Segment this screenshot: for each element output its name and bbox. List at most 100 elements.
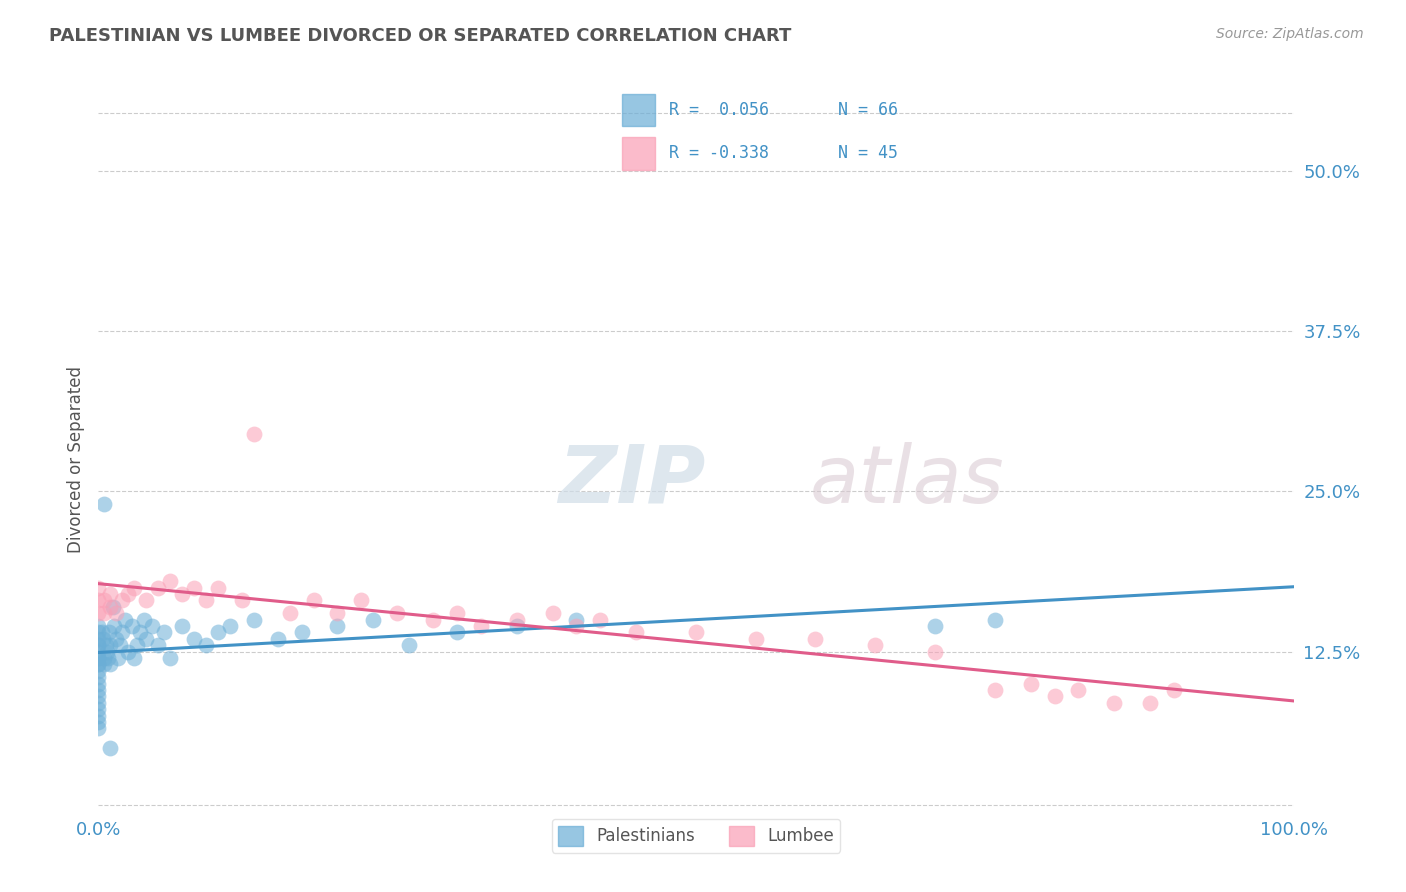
Text: R = -0.338: R = -0.338: [669, 145, 769, 162]
Point: [924, 619, 946, 633]
Point: [87, 690, 110, 704]
Point: [98, 625, 121, 640]
Point: [111, 593, 134, 607]
Point: [87, 625, 110, 640]
Point: [541, 606, 564, 620]
Point: [96, 644, 118, 658]
Point: [565, 619, 588, 633]
Point: [565, 613, 588, 627]
Point: [111, 625, 134, 640]
Text: R =  0.056: R = 0.056: [669, 101, 769, 119]
Point: [93, 657, 115, 672]
Point: [685, 625, 707, 640]
Point: [506, 619, 529, 633]
Point: [132, 613, 155, 627]
Point: [87, 683, 110, 698]
Point: [87, 606, 110, 620]
Point: [626, 625, 648, 640]
Point: [105, 632, 128, 646]
Point: [195, 593, 218, 607]
Point: [804, 632, 827, 646]
Point: [1019, 676, 1042, 690]
Point: [117, 644, 139, 658]
Point: [87, 651, 110, 665]
Point: [291, 625, 314, 640]
Point: [231, 593, 253, 607]
Point: [159, 574, 181, 588]
Point: [446, 606, 468, 620]
Point: [87, 593, 110, 607]
Point: [117, 587, 139, 601]
Point: [385, 606, 409, 620]
Point: [141, 619, 163, 633]
Point: [105, 606, 128, 620]
Point: [107, 651, 129, 665]
Text: PALESTINIAN VS LUMBEE DIVORCED OR SEPARATED CORRELATION CHART: PALESTINIAN VS LUMBEE DIVORCED OR SEPARA…: [49, 27, 792, 45]
Point: [148, 638, 170, 652]
Point: [422, 613, 444, 627]
Point: [87, 638, 110, 652]
Text: N = 66: N = 66: [838, 101, 897, 119]
Point: [87, 696, 110, 710]
Point: [207, 625, 229, 640]
Point: [91, 632, 114, 646]
Y-axis label: Divorced or Separated: Divorced or Separated: [66, 366, 84, 553]
Point: [108, 638, 131, 652]
Point: [121, 619, 143, 633]
Point: [398, 638, 420, 652]
Point: [148, 581, 170, 595]
Point: [87, 638, 110, 652]
Point: [183, 581, 205, 595]
Point: [87, 619, 110, 633]
Point: [93, 593, 115, 607]
Bar: [621, 94, 655, 127]
Point: [87, 657, 110, 672]
Point: [129, 625, 152, 640]
Point: [1163, 683, 1185, 698]
Point: [506, 613, 529, 627]
Point: [135, 593, 157, 607]
Point: [589, 613, 612, 627]
Point: [984, 613, 1007, 627]
Point: [243, 426, 266, 441]
Point: [91, 625, 114, 640]
Point: [350, 593, 373, 607]
Point: [124, 581, 146, 595]
Point: [97, 651, 120, 665]
Point: [183, 632, 205, 646]
Point: [135, 632, 157, 646]
Point: [87, 657, 110, 672]
Point: [1139, 696, 1161, 710]
Point: [98, 599, 122, 614]
Text: N = 45: N = 45: [838, 145, 897, 162]
Point: [87, 581, 110, 595]
Point: [924, 644, 946, 658]
Point: [93, 651, 115, 665]
Point: [87, 714, 110, 729]
Point: [207, 581, 229, 595]
Point: [93, 497, 115, 511]
Point: [87, 676, 110, 690]
Point: [984, 683, 1007, 698]
Bar: [621, 136, 655, 169]
Point: [219, 619, 242, 633]
Text: atlas: atlas: [810, 442, 1004, 519]
Point: [446, 625, 468, 640]
Point: [172, 587, 194, 601]
Point: [1067, 683, 1090, 698]
Point: [326, 619, 349, 633]
Point: [87, 664, 110, 678]
Point: [267, 632, 290, 646]
Point: [87, 651, 110, 665]
Point: [159, 651, 181, 665]
Text: ZIP: ZIP: [558, 442, 706, 519]
Legend: Palestinians, Lumbee: Palestinians, Lumbee: [551, 819, 841, 853]
Point: [93, 606, 115, 620]
Point: [98, 740, 122, 755]
Point: [87, 702, 110, 716]
Point: [172, 619, 194, 633]
Point: [87, 722, 110, 736]
Point: [125, 638, 148, 652]
Point: [326, 606, 349, 620]
Point: [94, 638, 117, 652]
